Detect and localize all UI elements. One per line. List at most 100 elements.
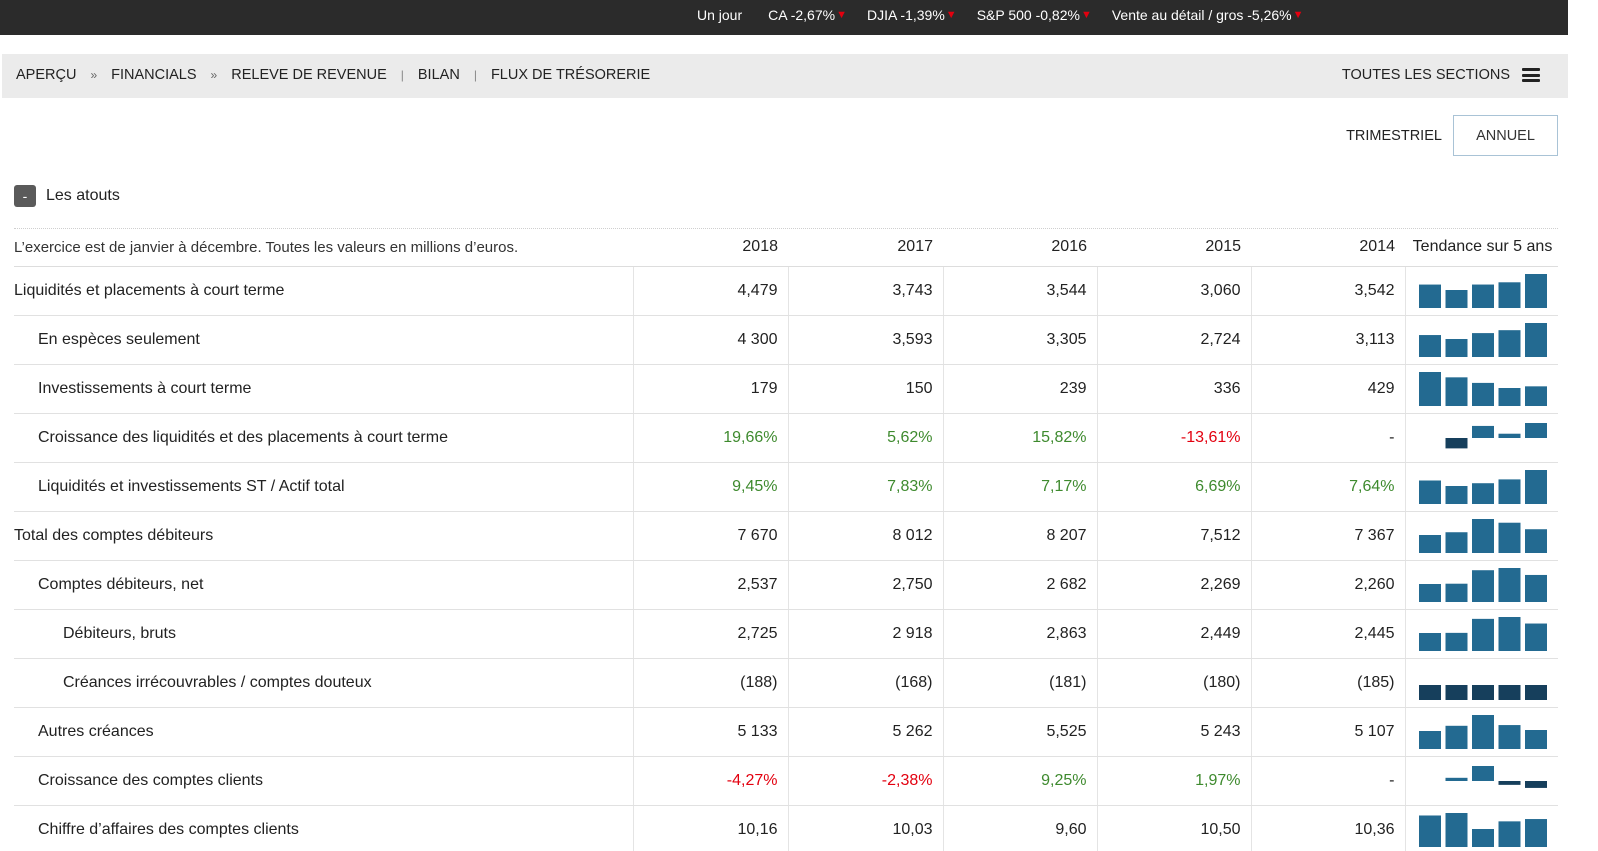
- trend-sparkline: [1418, 567, 1547, 602]
- period-toggle: TRIMESTRIEL ANNUEL: [1335, 115, 1558, 156]
- quarterly-button[interactable]: TRIMESTRIEL: [1346, 127, 1442, 144]
- section-nav: APERÇU » FINANCIALS » RELEVE DE REVENUE …: [2, 54, 1568, 98]
- trend-bar: [1445, 583, 1467, 602]
- ticker-item[interactable]: S&P 500 -0,82% ▼: [977, 7, 1092, 23]
- annual-button[interactable]: ANNUEL: [1453, 115, 1558, 156]
- ticker-item[interactable]: DJIA -1,39% ▼: [867, 7, 957, 23]
- table-row: Liquidités et placements à court terme 4,…: [14, 266, 1558, 316]
- nav-overview[interactable]: APERÇU: [16, 67, 77, 83]
- table-row: En espèces seulement 4 300 3,593 3,305 2,724…: [14, 315, 1558, 365]
- nav-cash-flow[interactable]: FLUX DE TRÉSORERIE: [490, 67, 651, 83]
- ticker-item[interactable]: CA -2,67% ▼: [768, 7, 847, 23]
- cell-value: 9,45%: [632, 462, 788, 512]
- cell-value: 2,445: [1250, 609, 1405, 659]
- cell-value: 5 133: [632, 707, 788, 757]
- nav-balance-sheet[interactable]: BILAN: [417, 67, 460, 83]
- trend-bar: [1418, 371, 1441, 406]
- cell-value: 5,525: [942, 707, 1097, 757]
- trend-bar: [1471, 332, 1494, 357]
- row-label: En espèces seulement: [14, 315, 633, 365]
- cell-value: 10,16: [632, 805, 788, 851]
- cell-value: 8 207: [942, 511, 1097, 561]
- breadcrumb: APERÇU » FINANCIALS » RELEVE DE REVENUE …: [16, 67, 650, 83]
- down-triangle-icon: ▼: [1292, 9, 1304, 21]
- trend-bar: [1498, 522, 1520, 553]
- trend-bar: [1418, 334, 1441, 357]
- trend-bar: [1471, 518, 1494, 553]
- trend-bar: [1524, 273, 1547, 308]
- cell-value: 2,750: [787, 560, 943, 610]
- trend-bar: [1524, 528, 1547, 553]
- row-label: Chiffre d’affaires des comptes clients: [14, 805, 633, 851]
- cell-value: 19,66%: [632, 413, 788, 463]
- cell-value: 9,60: [942, 805, 1097, 851]
- chevron-double-right-icon: »: [90, 68, 98, 82]
- cell-value: 5,62%: [787, 413, 943, 463]
- column-header-year: 2017: [788, 229, 943, 267]
- column-header-year: 2016: [943, 229, 1097, 267]
- trend-sparkline: [1418, 371, 1547, 406]
- trend-bar: [1445, 338, 1467, 357]
- column-header-trend: Tendance sur 5 ans: [1405, 229, 1558, 267]
- ticker-item-text: S&P 500 -0,82%: [976, 7, 1080, 23]
- cell-value: 7,512: [1096, 511, 1251, 561]
- cell-value: 3,743: [787, 266, 943, 316]
- cell-value: 7,17%: [942, 462, 1097, 512]
- trend-bar: [1524, 780, 1547, 788]
- trend-cell: [1404, 707, 1558, 757]
- trend-bar: [1445, 725, 1467, 749]
- trend-bar: [1498, 329, 1520, 357]
- trend-bar: [1498, 281, 1520, 308]
- trend-bar: [1418, 814, 1441, 847]
- cell-value: 6,69%: [1096, 462, 1251, 512]
- ticker-item[interactable]: Vente au détail / gros -5,26% ▼: [1112, 7, 1304, 23]
- trend-sparkline: [1418, 518, 1547, 553]
- trend-bar: [1498, 724, 1520, 749]
- cell-value: 5 243: [1096, 707, 1251, 757]
- trend-cell: [1404, 511, 1558, 561]
- cell-value: 3,593: [787, 315, 943, 365]
- table-row: Autres créances 5 133 5 262 5,525 5 243 5 107: [14, 707, 1558, 757]
- cell-value: 2,724: [1096, 315, 1251, 365]
- trend-bar: [1418, 632, 1441, 651]
- table-header-row: L’exercice est de janvier à décembre. To…: [14, 229, 1558, 267]
- cell-value: 336: [1096, 364, 1251, 414]
- ticker-items: Un jour CA -2,67% ▼ DJIA -1,39% ▼ S&P 500 -0…: [697, 7, 1324, 23]
- divider: [14, 228, 1558, 229]
- trend-bar: [1471, 828, 1494, 847]
- trend-sparkline: [1445, 422, 1547, 448]
- trend-bar: [1445, 376, 1467, 406]
- table-row: Croissance des comptes clients -4,27% -2,3…: [14, 756, 1558, 806]
- trend-sparkline: [1418, 469, 1547, 504]
- cell-value: 179: [632, 364, 788, 414]
- trend-bar: [1524, 469, 1547, 504]
- market-ticker-bar: Un jour CA -2,67% ▼ DJIA -1,39% ▼ S&P 500 -0…: [0, 0, 1568, 35]
- trend-sparkline: [1418, 684, 1547, 700]
- row-label: Créances irrécouvrables / comptes douteu…: [14, 658, 633, 708]
- nav-financials[interactable]: FINANCIALS: [111, 67, 197, 83]
- trend-bar: [1524, 729, 1547, 749]
- cell-value: 150: [787, 364, 943, 414]
- trend-bar: [1471, 482, 1494, 504]
- trend-bar: [1445, 777, 1467, 781]
- trend-cell: [1404, 756, 1558, 806]
- cell-value: 1,97%: [1096, 756, 1251, 806]
- trend-bar: [1498, 387, 1520, 406]
- divider: |: [400, 68, 404, 82]
- cell-value: 5 107: [1250, 707, 1405, 757]
- trend-bar: [1498, 684, 1520, 700]
- all-sections-button[interactable]: TOUTES LES SECTIONS: [1342, 67, 1540, 83]
- hamburger-icon: [1522, 68, 1540, 82]
- cell-value: 2,725: [632, 609, 788, 659]
- collapse-toggle-button[interactable]: -: [14, 185, 36, 207]
- cell-value: -4,27%: [632, 756, 788, 806]
- trend-sparkline: [1418, 273, 1547, 308]
- trend-sparkline: [1418, 322, 1547, 357]
- nav-income-statement[interactable]: RELEVE DE REVENUE: [231, 67, 387, 83]
- cell-value: 2 918: [787, 609, 943, 659]
- trend-bar: [1445, 485, 1467, 504]
- row-label: Liquidités et placements à court terme: [14, 266, 633, 316]
- trend-bar: [1418, 583, 1441, 602]
- chevron-double-right-icon: »: [210, 68, 218, 82]
- trend-bar: [1418, 730, 1441, 749]
